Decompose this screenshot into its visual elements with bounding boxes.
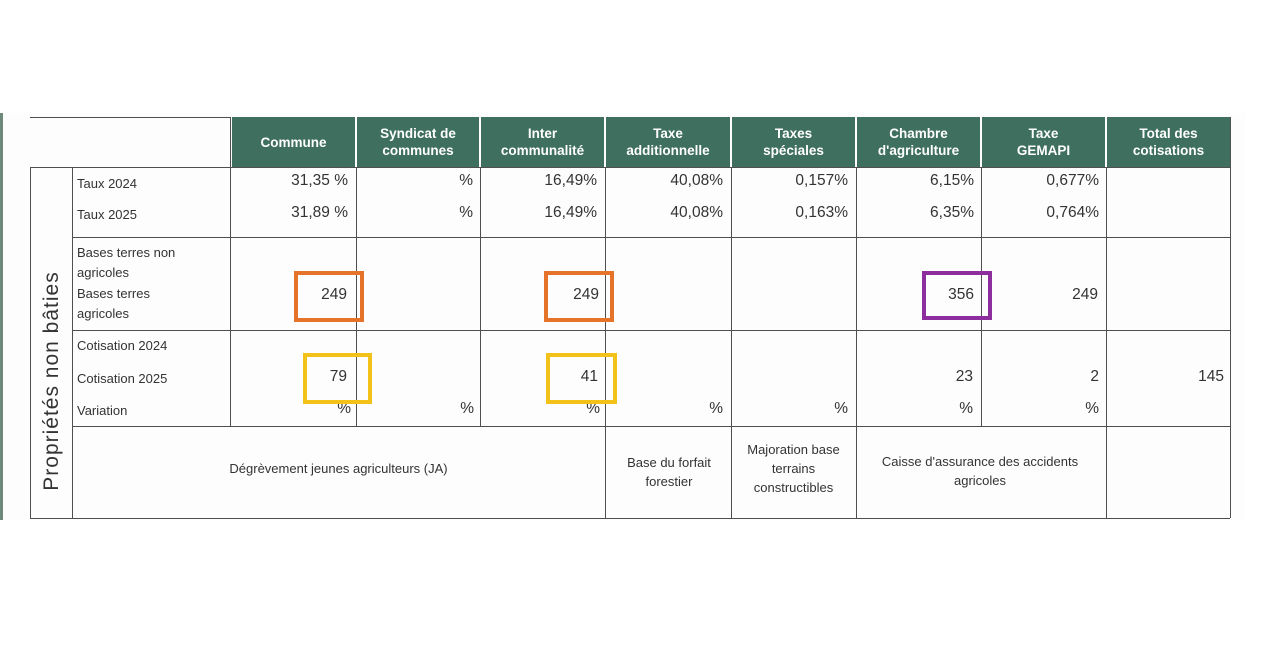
base-commune: 249 [321,286,347,303]
taux-2025-taxe-add: 40,08% [670,204,723,221]
grid-line [480,167,481,426]
variation-syndicat: % [460,400,474,417]
highlight-cotisation-commune [303,353,372,404]
header-taxe-add-label: Taxe additionnelle [626,126,710,158]
grid-line [72,237,1230,238]
taux-2024-commune: 31,35 % [291,172,348,189]
variation-chambre: % [959,400,973,417]
grid-line [1106,167,1107,518]
grid-line [605,167,606,518]
document-page [0,113,1245,520]
header-taxes-spec-label: Taxes spéciales [763,126,824,158]
taux-2024-taxe-add: 40,08% [670,172,723,189]
grid-line [72,167,73,518]
grid-line [72,426,1230,427]
taux-2024-syndicat: % [459,172,473,189]
grid-line [230,117,231,426]
header-syndicat-label: Syndicat de communes [380,126,456,158]
header-total-label: Total des cotisations [1132,126,1205,158]
label-bases-non-agricoles: Bases terres non agricoles [77,245,176,280]
cotisation-2025-total: 145 [1198,368,1224,385]
grid-line [30,518,1230,519]
cotisation-2025-gemapi: 2 [1090,368,1099,385]
header-gemapi: Taxe GEMAPI [982,117,1105,167]
header-gemapi-label: Taxe GEMAPI [1016,126,1071,158]
side-label: Propriétés non bâties [40,271,63,491]
footer-forfait: Base du forfait forestier [627,455,711,489]
label-variation: Variation [77,403,128,418]
highlight-base-inter [544,271,614,322]
base-gemapi: 249 [1072,286,1098,303]
taux-2025-chambre: 6,35% [930,204,974,221]
label-taux-2024: Taux 2024 [77,176,137,191]
header-taxe-add: Taxe additionnelle [606,117,730,167]
grid-line [356,167,357,426]
highlight-base-chambre [922,271,992,320]
taux-2025-inter: 16,49% [544,204,597,221]
grid-line [30,167,1230,168]
variation-taxes-spec: % [834,400,848,417]
grid-line [856,167,857,518]
taux-2024-taxes-spec: 0,157% [795,172,848,189]
label-cotisation-2025: Cotisation 2025 [77,371,168,386]
page-edge [0,113,3,520]
taux-2025-gemapi: 0,764% [1046,204,1099,221]
label-cotisation-2024: Cotisation 2024 [77,338,168,353]
highlight-cotisation-inter [546,353,617,404]
header-inter: Inter communalité [481,117,604,167]
variation-commune: % [337,400,351,417]
variation-taxe-add: % [709,400,723,417]
variation-gemapi: % [1085,400,1099,417]
cotisation-2025-inter: 41 [580,368,598,385]
grid-line [981,167,982,426]
grid-line [72,330,1230,331]
header-chambre: Chambre d'agriculture [857,117,980,167]
header-commune: Commune [232,117,355,167]
cotisation-2025-chambre: 23 [955,368,973,385]
taux-2024-gemapi: 0,677% [1046,172,1099,189]
header-chambre-label: Chambre d'agriculture [877,126,960,158]
grid-line [30,167,31,518]
base-chambre: 356 [948,286,974,303]
grid-line [1230,117,1231,518]
footer-ja: Dégrèvement jeunes agriculteurs (JA) [229,461,448,476]
grid-line [30,117,230,118]
grid-line [731,167,732,518]
label-bases-agricoles: Bases terres agricoles [77,286,150,321]
footer-caisse: Caisse d'assurance des accidents agricol… [881,454,1079,488]
taux-2025-taxes-spec: 0,163% [795,204,848,221]
taux-2025-commune: 31,89 % [291,204,348,221]
label-taux-2025: Taux 2025 [77,207,137,222]
header-inter-label: Inter communalité [500,126,585,158]
taux-2024-inter: 16,49% [544,172,597,189]
highlight-base-commune [294,271,364,322]
header-syndicat: Syndicat de communes [357,117,479,167]
taux-2025-syndicat: % [459,204,473,221]
header-total: Total des cotisations [1107,117,1230,167]
variation-inter: % [586,400,600,417]
cotisation-2025-commune: 79 [329,368,347,385]
footer-majoration: Majoration base terrains constructibles [747,442,840,495]
base-inter: 249 [573,286,599,303]
header-taxes-spec: Taxes spéciales [732,117,855,167]
taux-2024-chambre: 6,15% [930,172,974,189]
